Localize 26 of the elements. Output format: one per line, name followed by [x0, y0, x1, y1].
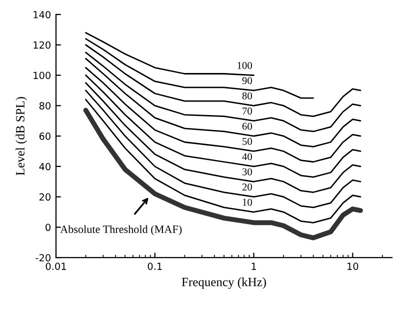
y-tick-label: 140: [34, 10, 50, 18]
series-label: 90: [242, 77, 252, 84]
y-tick-label: 120: [34, 41, 50, 49]
x-tick-label: 0.1: [148, 262, 162, 270]
series-label: 20: [242, 184, 252, 191]
x-tick-label: 10: [348, 262, 358, 270]
y-tick-label: 80: [39, 102, 50, 110]
series-label: 30: [242, 168, 252, 176]
series-label: 10: [242, 198, 252, 206]
series-label: 70: [242, 108, 252, 115]
y-tick-label: -20: [36, 254, 50, 262]
series-label: 100: [238, 62, 252, 69]
y-tick-label: 40: [39, 162, 50, 170]
x-tick-label: 1: [252, 262, 256, 270]
series-label: 40: [242, 153, 252, 160]
annotation: Absolute Threshold (MAF): [60, 225, 182, 236]
y-axis-title: Level (dB SPL): [16, 97, 28, 176]
y-tick-label: 0: [46, 224, 50, 232]
y-tick-label: 60: [39, 132, 50, 140]
series-label: 60: [242, 122, 252, 130]
y-tick-label: 20: [39, 193, 50, 201]
x-tick-label: 0.01: [46, 262, 66, 270]
x-axis-title: Frequency (kHz): [182, 277, 266, 289]
series-label: 80: [242, 92, 252, 100]
y-tick-label: 100: [34, 72, 50, 80]
series-label: 50: [242, 138, 252, 145]
